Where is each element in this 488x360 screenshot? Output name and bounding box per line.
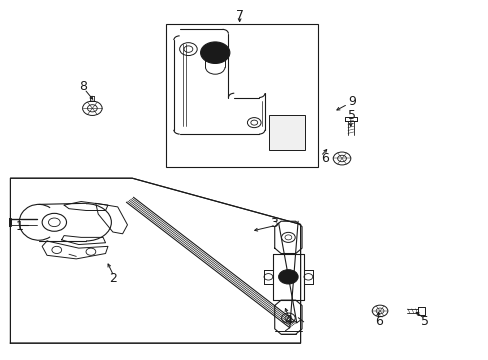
Circle shape (200, 42, 229, 63)
Text: 5: 5 (420, 315, 428, 328)
Text: 6: 6 (320, 152, 328, 165)
Text: 3: 3 (269, 216, 277, 230)
Circle shape (278, 270, 298, 284)
Text: 8: 8 (80, 80, 87, 93)
Text: 7: 7 (235, 9, 243, 22)
Bar (166, 24, 317, 167)
Text: 9: 9 (347, 95, 355, 108)
Text: 5: 5 (347, 109, 355, 122)
Text: 2: 2 (109, 272, 117, 285)
Text: 6: 6 (374, 315, 382, 328)
Text: 4: 4 (284, 314, 292, 327)
Text: 1: 1 (15, 220, 23, 233)
Bar (268, 116, 305, 149)
Polygon shape (10, 178, 300, 343)
